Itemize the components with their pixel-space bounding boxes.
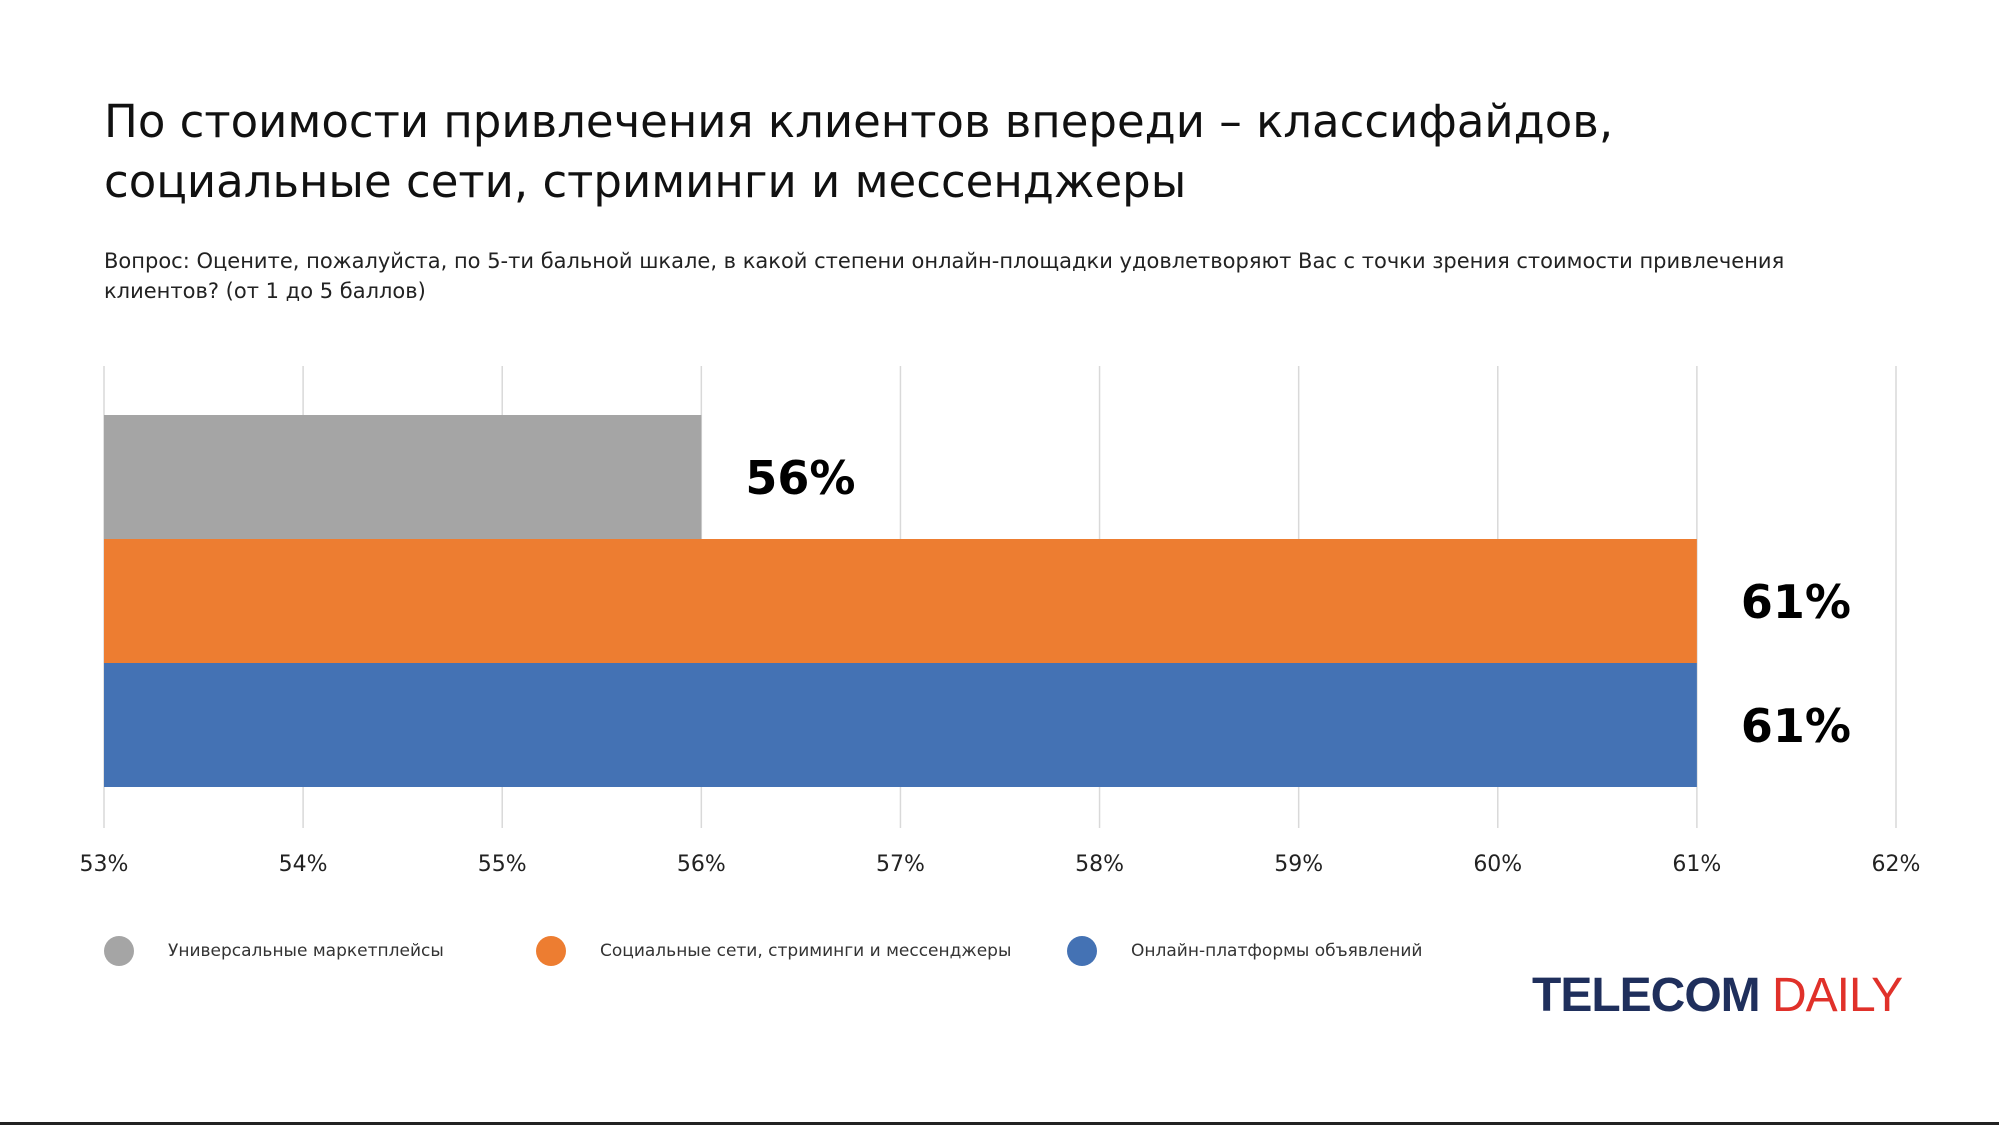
legend-label-marketplaces: Универсальные маркетплейсы — [168, 941, 444, 961]
bar — [104, 663, 1697, 787]
bar — [104, 415, 702, 539]
data-label: 61% — [1741, 699, 1851, 753]
telecom-daily-logo: TELECOM DAILY — [1532, 968, 1903, 1023]
x-tick-label: 60% — [1473, 852, 1522, 877]
survey-question: Вопрос: Оцените, пожалуйста, по 5-ти бал… — [104, 249, 1785, 303]
legend-label-social: Социальные сети, стриминги и мессенджеры — [600, 941, 1012, 961]
bar-chart: 56% 61% 61% 53% 54% 55% 56% 57% 58% 59% 60% 61% 62% — [80, 366, 1921, 877]
data-label: 56% — [745, 451, 855, 505]
bottom-divider — [0, 1122, 1999, 1125]
legend-swatch-marketplaces — [104, 936, 134, 966]
x-tick-label: 58% — [1075, 852, 1124, 877]
x-tick-label: 57% — [876, 852, 925, 877]
data-label: 61% — [1741, 575, 1851, 629]
logo-telecom: TELECOM — [1532, 969, 1761, 1022]
x-tick-label: 53% — [80, 852, 129, 877]
bar — [104, 539, 1697, 663]
legend-swatch-social — [536, 936, 566, 966]
chart-title: По стоимости привлечения клиентов вперед… — [104, 95, 1614, 208]
x-tick-label: 56% — [677, 852, 726, 877]
x-tick-label: 55% — [478, 852, 527, 877]
x-tick-label: 62% — [1872, 852, 1921, 877]
legend-item-classifieds: Онлайн-платформы объявлений — [1067, 936, 1422, 966]
x-tick-label: 54% — [279, 852, 328, 877]
legend-label-classifieds: Онлайн-платформы объявлений — [1131, 941, 1423, 961]
legend-item-marketplaces: Универсальные маркетплейсы — [104, 936, 444, 966]
legend-swatch-classifieds — [1067, 936, 1097, 966]
logo-daily: DAILY — [1772, 969, 1903, 1022]
x-tick-label: 59% — [1274, 852, 1323, 877]
legend-item-social: Социальные сети, стриминги и мессенджеры — [536, 936, 1011, 966]
chart-legend: Универсальные маркетплейсы Социальные се… — [104, 936, 1604, 970]
x-tick-label: 61% — [1672, 852, 1721, 877]
